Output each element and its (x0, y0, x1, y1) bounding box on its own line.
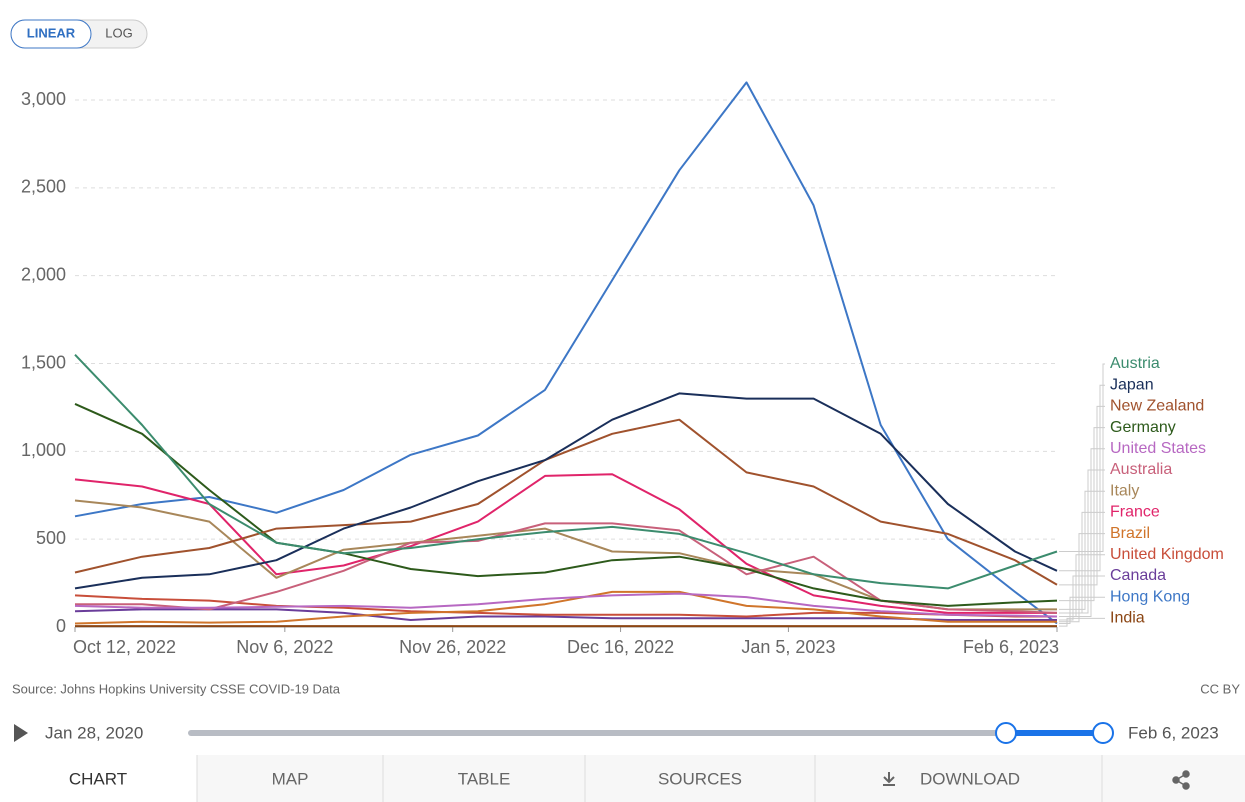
legend-connector (1059, 490, 1105, 610)
log-label[interactable]: LOG (105, 25, 132, 40)
timeline-range (1006, 730, 1103, 736)
tab[interactable]: TABLE (458, 769, 511, 788)
series-line (74, 402, 1058, 607)
legend-connector (1059, 363, 1105, 552)
legend-label: Japan (1110, 376, 1154, 393)
y-tick-label: 1,000 (21, 440, 66, 460)
y-tick-label: 500 (36, 528, 66, 548)
x-tick-label: Jan 5, 2023 (741, 637, 835, 657)
x-tick-label: Dec 16, 2022 (567, 637, 674, 657)
legend-connector (1059, 511, 1105, 614)
linear-button[interactable] (10, 19, 92, 49)
timeline-end: Feb 6, 2023 (1128, 723, 1219, 742)
x-tick-label: Nov 26, 2022 (399, 637, 506, 657)
legend-connector (1059, 596, 1105, 624)
series-line (75, 522, 1058, 614)
legend-label: United States (1110, 440, 1206, 457)
x-tick-label: Feb 6, 2023 (963, 637, 1059, 657)
legend-label: Australia (1110, 461, 1172, 478)
y-tick-label: 3,000 (21, 89, 66, 109)
legend-label: Hong Kong (1110, 588, 1190, 605)
timeline-handle[interactable] (1092, 722, 1114, 744)
legend-connector (1059, 554, 1105, 617)
timeline-handle[interactable] (995, 722, 1017, 744)
legend-label: Germany (1110, 419, 1176, 436)
plot: 0 500 1,000 1,500 2,000 2,500 3,000 Oct 12, 202… (21, 81, 1224, 657)
license[interactable]: CC BY (1200, 681, 1240, 696)
legend-label: New Zealand (1110, 398, 1204, 415)
y-tick-label: 2,500 (21, 177, 66, 197)
series-line (74, 354, 1058, 590)
legend-connector (1059, 617, 1105, 627)
legend-connector (1059, 533, 1105, 623)
tab-dividers (196, 755, 1103, 802)
x-tick-label: Oct 12, 2022 (73, 637, 176, 657)
legend-label: Italy (1110, 482, 1139, 499)
source: Source: Johns Hopkins University CSSE CO… (12, 681, 341, 696)
tab[interactable]: DOWNLOAD (920, 769, 1020, 788)
x-tick-label: Nov 6, 2022 (236, 637, 333, 657)
download-icon (883, 772, 895, 786)
timeline-track (188, 730, 1103, 736)
legend-label: India (1110, 610, 1145, 627)
tab-active[interactable] (0, 755, 197, 802)
series-line (74, 418, 1058, 586)
timeline-start: Jan 28, 2020 (45, 723, 143, 742)
linear-label[interactable]: LINEAR (27, 25, 76, 40)
series-line (74, 392, 1058, 590)
legend-label: United Kingdom (1110, 546, 1224, 563)
legend-label: France (1110, 504, 1160, 521)
y-tick-label: 0 (56, 616, 66, 636)
tab-bar (0, 755, 1245, 802)
series-line (74, 81, 1058, 625)
legend-label: Canada (1110, 567, 1166, 584)
legend-connector (1059, 405, 1105, 586)
y-tick-label: 1,500 (21, 352, 66, 372)
tab[interactable]: CHART (69, 769, 127, 788)
play-button[interactable] (14, 724, 28, 742)
tab[interactable]: MAP (272, 769, 309, 788)
legend-connector (1059, 575, 1105, 621)
y-tick-label: 2,000 (21, 264, 66, 284)
legend-label: Austria (1110, 355, 1160, 372)
share-icon[interactable] (1172, 770, 1190, 790)
series-line (74, 592, 1058, 618)
tab[interactable]: SOURCES (658, 769, 742, 788)
legend-label: Brazil (1110, 525, 1150, 542)
